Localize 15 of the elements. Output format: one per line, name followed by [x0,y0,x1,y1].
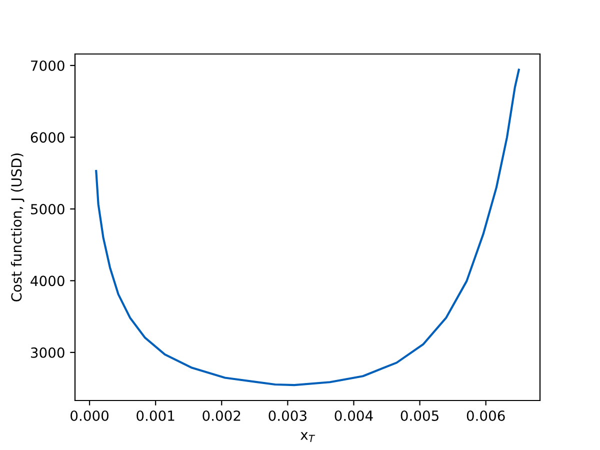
y-tick-label: 7000 [31,60,64,71]
x-tick-label: 0.004 [334,410,373,421]
x-tick-label: 0.001 [136,410,174,421]
x-tick-label: 0.003 [268,410,306,421]
y-tick-label: 5000 [31,204,64,214]
x-tick-label: 0.000 [70,410,108,421]
y-axis-title: Cost function, J (USD) [10,154,24,302]
x-tick-label: 0.002 [202,410,240,421]
line-series [95,68,520,386]
y-tick-label: 3000 [30,347,64,358]
y-tick-label: 6000 [30,132,64,143]
x-tick-label: 0.006 [466,410,505,421]
x-tick-label: 0.005 [400,410,438,421]
x-axis-title: x$_{T}$ [300,432,316,442]
y-tick-label: 4000 [30,276,64,286]
